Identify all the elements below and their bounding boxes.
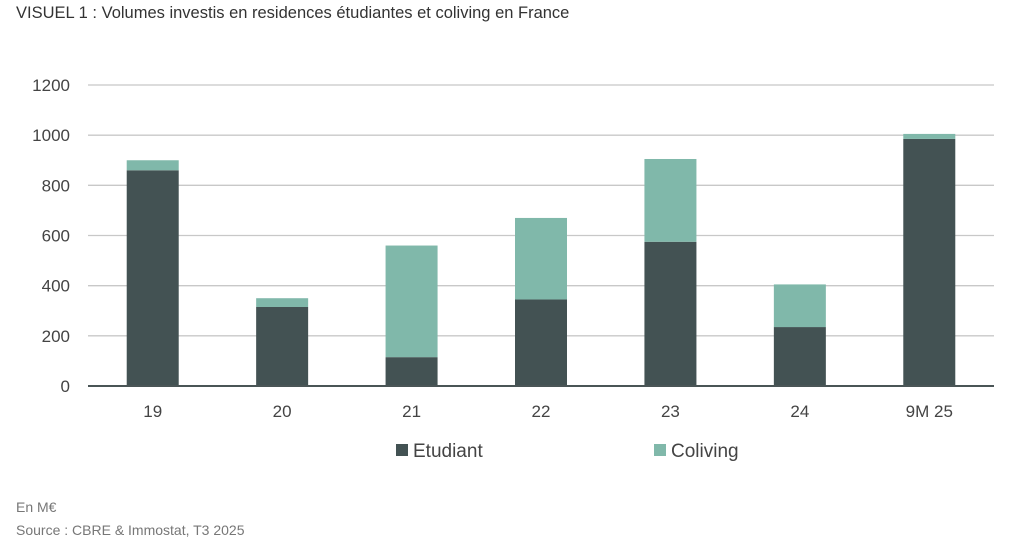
chart-title: VISUEL 1 : Volumes investis en residence… [16,4,570,22]
y-tick-label: 400 [42,277,70,296]
bar-coliving-23 [644,158,697,242]
unit-note: En M€ [16,499,57,515]
x-tick-label: 20 [273,402,292,421]
bar-coliving-21 [385,245,438,358]
x-tick-label: 21 [402,402,421,421]
bar-coliving-19 [126,160,179,171]
x-tick-label: 23 [661,402,680,421]
y-tick-label: 0 [61,377,70,396]
bar-coliving-24 [773,284,826,328]
bar-etudiant-23 [644,241,697,386]
legend-swatch-etudiant [396,444,408,456]
bar-coliving-20 [256,298,309,307]
bar-etudiant-19 [126,170,179,386]
y-tick-label: 200 [42,327,70,346]
legend-swatch-coliving [654,444,666,456]
legend-label-etudiant: Etudiant [413,441,483,462]
y-tick-label: 1200 [32,76,70,95]
y-tick-label: 1000 [32,126,70,145]
y-tick-label: 600 [42,227,70,246]
x-tick-label: 19 [143,402,162,421]
bar-etudiant-21 [385,357,438,386]
x-tick-label: 22 [532,402,551,421]
bar-etudiant-22 [515,299,567,386]
bar-coliving-9M25 [903,133,956,139]
bar-etudiant-24 [773,327,826,386]
bar-coliving-22 [515,217,567,300]
source-note: Source : CBRE & Immostat, T3 2025 [16,522,245,538]
bar-etudiant-20 [256,306,309,386]
legend-label-coliving: Coliving [671,441,739,462]
x-tick-label: 9M 25 [906,402,953,421]
x-tick-label: 24 [790,402,809,421]
y-tick-label: 800 [42,176,70,195]
bar-etudiant-9M25 [903,138,956,386]
